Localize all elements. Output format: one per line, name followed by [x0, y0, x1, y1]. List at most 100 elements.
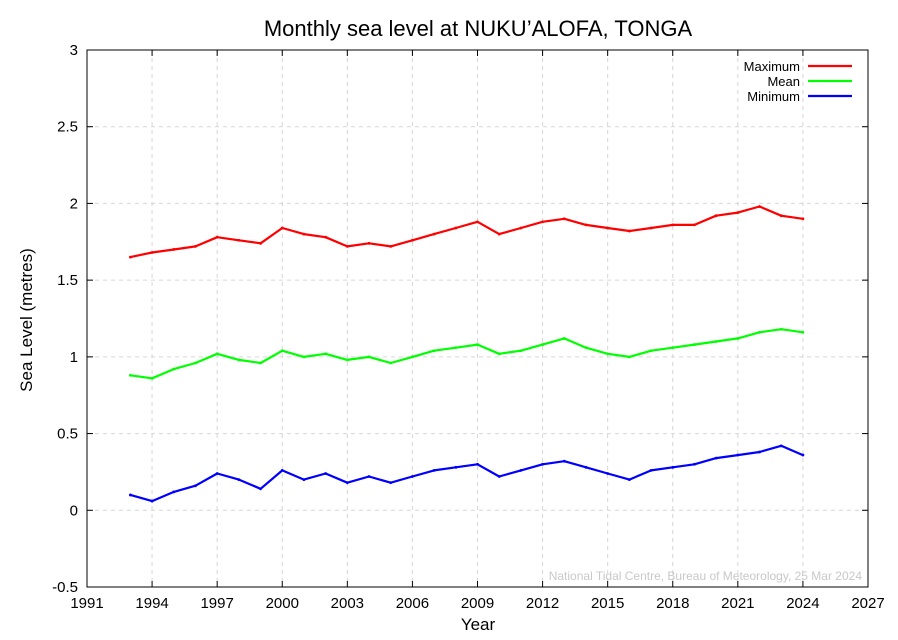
data-point-mean: [476, 343, 479, 346]
data-point-mean: [714, 340, 718, 343]
x-axis-label: Year: [461, 615, 496, 634]
data-point-minimum: [584, 465, 588, 469]
credit-text: National Tidal Centre, Bureau of Meteoro…: [549, 569, 863, 583]
data-point-maximum: [693, 223, 696, 227]
data-point-maximum: [432, 232, 436, 236]
x-tick-label: 2006: [396, 595, 429, 612]
x-tick-label: 2024: [786, 595, 819, 612]
data-point-minimum: [194, 484, 197, 488]
data-point-mean: [367, 355, 371, 359]
y-axis-label: Sea Level (metres): [17, 248, 36, 392]
x-tick-label: 1994: [135, 595, 168, 612]
gridlines: [87, 50, 868, 587]
data-point-mean: [324, 352, 328, 356]
data-point-minimum: [411, 475, 414, 478]
data-point-mean: [779, 327, 783, 331]
data-point-maximum: [345, 244, 349, 248]
data-point-mean: [541, 343, 544, 346]
data-point-minimum: [389, 481, 393, 485]
data-point-minimum: [172, 490, 176, 494]
data-point-minimum: [280, 468, 284, 472]
data-point-maximum: [519, 226, 523, 230]
data-point-mean: [259, 361, 262, 365]
y-tick-label: -0.5: [52, 579, 78, 596]
data-point-maximum: [736, 211, 740, 215]
data-point-minimum: [519, 468, 523, 472]
data-point-mean: [584, 346, 588, 350]
data-point-mean: [150, 376, 154, 380]
data-point-mean: [562, 337, 566, 340]
legend-label-mean: Mean: [767, 74, 800, 89]
data-point-minimum: [128, 493, 132, 497]
legend-label-maximum: Maximum: [744, 59, 800, 74]
x-tick-label: 1997: [200, 595, 233, 612]
data-point-maximum: [476, 220, 479, 224]
data-point-maximum: [215, 235, 219, 239]
y-tick-label: 0.5: [57, 426, 78, 443]
x-tick-label: 2003: [331, 595, 364, 612]
chart-title: Monthly sea level at NUKU’ALOFA, TONGA: [264, 16, 693, 41]
data-point-maximum: [649, 226, 653, 230]
data-point-minimum: [693, 462, 696, 466]
x-tick-label: 2018: [656, 595, 689, 612]
data-point-minimum: [541, 462, 544, 466]
data-point-minimum: [736, 453, 740, 457]
data-point-maximum: [541, 220, 544, 224]
data-point-mean: [519, 349, 523, 353]
legend-label-minimum: Minimum: [747, 89, 800, 104]
data-point-minimum: [606, 472, 610, 475]
data-point-minimum: [497, 475, 501, 478]
data-point-maximum: [714, 214, 718, 218]
x-tick-label: 2009: [461, 595, 494, 612]
data-point-maximum: [627, 229, 631, 233]
data-point-mean: [237, 358, 241, 362]
data-point-mean: [736, 337, 740, 340]
x-tick-label: 2000: [266, 595, 299, 612]
series-line-maximum: [130, 205, 804, 259]
data-point-maximum: [779, 214, 783, 218]
y-tick-label: 1: [70, 349, 78, 366]
data-point-minimum: [714, 456, 718, 460]
data-point-mean: [172, 367, 176, 371]
data-point-maximum: [367, 241, 371, 245]
data-point-maximum: [671, 223, 675, 227]
data-point-maximum: [454, 226, 458, 230]
x-tick-label: 2021: [721, 595, 754, 612]
data-point-mean: [215, 352, 219, 356]
data-point-minimum: [671, 465, 675, 469]
data-point-maximum: [758, 205, 761, 208]
data-point-minimum: [801, 453, 805, 457]
data-point-mean: [411, 355, 414, 359]
series-line-mean: [130, 328, 804, 380]
data-point-mean: [345, 358, 349, 362]
data-point-mean: [497, 352, 501, 356]
data-point-minimum: [476, 462, 479, 466]
data-point-mean: [280, 349, 284, 353]
data-point-maximum: [280, 226, 284, 230]
axis-ticks: 1991 1994 1997 2000 2003 2006 2009 2012 2015 2018…: [52, 42, 885, 612]
data-point-maximum: [562, 217, 566, 221]
data-point-maximum: [150, 251, 154, 254]
data-point-mean: [194, 361, 197, 365]
data-point-mean: [649, 349, 653, 353]
data-point-mean: [432, 349, 436, 353]
data-point-mean: [389, 361, 393, 365]
data-point-minimum: [302, 478, 306, 481]
data-point-minimum: [150, 499, 154, 503]
data-point-maximum: [389, 244, 393, 248]
data-point-maximum: [237, 238, 241, 242]
x-tick-label: 2012: [526, 595, 559, 612]
data-point-minimum: [454, 465, 458, 469]
data-point-maximum: [259, 241, 262, 245]
data-point-mean: [671, 346, 675, 350]
data-point-minimum: [237, 478, 241, 481]
data-point-maximum: [606, 226, 610, 230]
data-point-minimum: [367, 475, 371, 478]
data-point-maximum: [302, 232, 306, 236]
data-point-minimum: [562, 459, 566, 463]
y-tick-label: 2: [70, 195, 78, 212]
data-point-maximum: [172, 248, 176, 251]
data-point-maximum: [801, 217, 805, 221]
y-tick-label: 2.5: [57, 119, 78, 136]
